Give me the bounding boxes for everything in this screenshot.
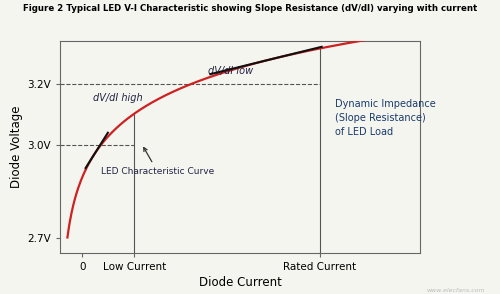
- Text: www.elecfans.com: www.elecfans.com: [426, 288, 485, 293]
- Text: dV/dI high: dV/dI high: [94, 93, 143, 103]
- Text: Dynamic Impedance
(Slope Resistance)
of LED Load: Dynamic Impedance (Slope Resistance) of …: [334, 99, 436, 137]
- X-axis label: Diode Current: Diode Current: [198, 276, 281, 289]
- Text: LED Characteristic Curve: LED Characteristic Curve: [101, 148, 214, 176]
- Text: dV/dI low: dV/dI low: [208, 66, 254, 76]
- Y-axis label: Diode Voltage: Diode Voltage: [10, 106, 23, 188]
- Text: Figure 2 Typical LED V-I Characteristic showing Slope Resistance (dV/dI) varying: Figure 2 Typical LED V-I Characteristic …: [23, 4, 477, 14]
